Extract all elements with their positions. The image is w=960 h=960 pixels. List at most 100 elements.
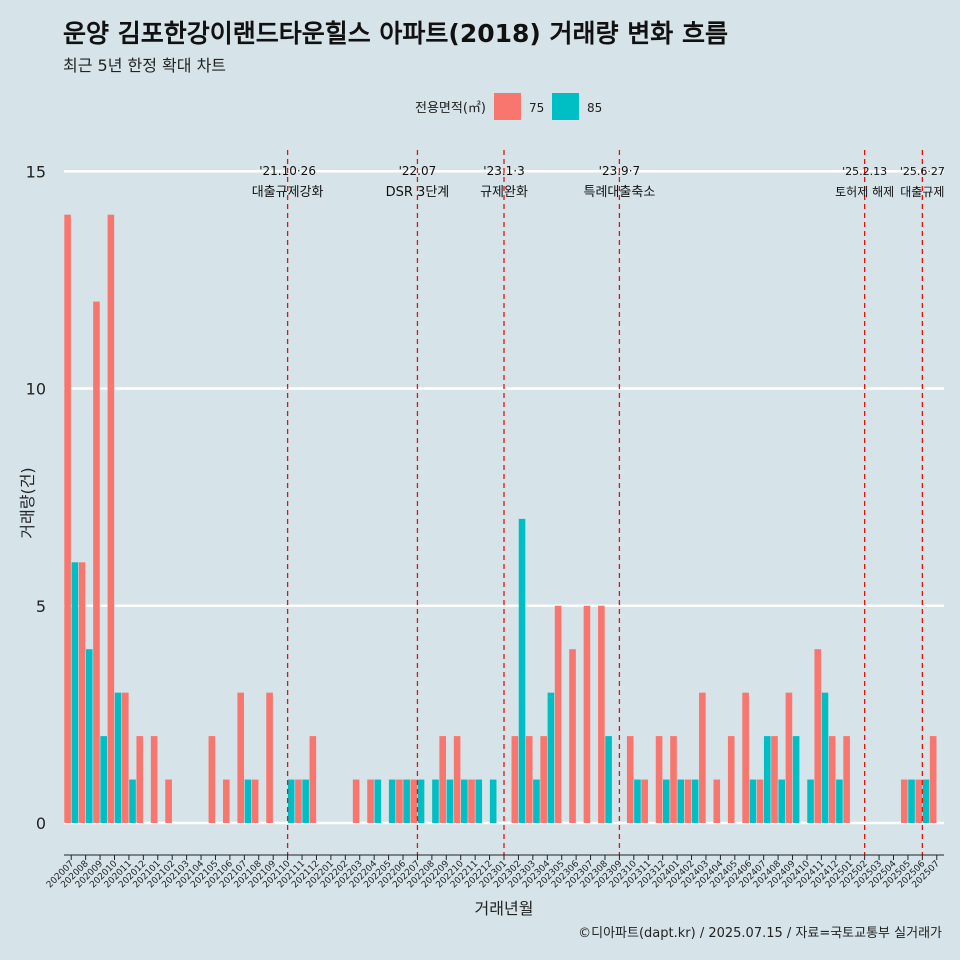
- bar-85-202107: [244, 779, 252, 823]
- y-tick-label-5: 5: [36, 597, 46, 616]
- bar-75-202211: [468, 779, 475, 823]
- bar-85-202312: [662, 779, 670, 823]
- bar-75-202310: [626, 736, 634, 823]
- bar-75-202203: [352, 779, 360, 823]
- chart-caption: ©디아파트(dapt.kr) / 2025.07.15 / 자료=국토교통부 실…: [578, 926, 942, 941]
- bar-75-202305: [554, 605, 562, 823]
- event-label-202110: 대출규제강화: [252, 185, 324, 200]
- y-axis-ticks: 0 5 10 15: [26, 162, 46, 833]
- bar-75-202011: [122, 692, 129, 823]
- event-date-202502: '25.2.13: [842, 165, 887, 178]
- bar-85-202209: [446, 779, 454, 823]
- bar-75-202406: [742, 692, 749, 823]
- bar-75-202404: [713, 779, 721, 823]
- bar-85-202204: [374, 779, 382, 823]
- event-lines: [286, 150, 924, 855]
- bar-75-202401: [670, 736, 677, 823]
- x-axis: 2020072020082020092020102020112020122021…: [45, 854, 944, 890]
- bar-85-202402: [691, 779, 699, 823]
- bar-75-202407: [756, 779, 764, 823]
- bar-85-202407: [763, 736, 771, 823]
- event-label-202506: 대출규제: [900, 185, 944, 199]
- bar-85-202412: [836, 779, 843, 823]
- bar-75-202108: [251, 779, 259, 823]
- legend: 전용면적(㎡) 75 85: [415, 93, 602, 120]
- legend-label-75: 75: [529, 101, 544, 115]
- event-date-202506: '25.6·27: [900, 165, 945, 178]
- bar-75-202302: [511, 736, 519, 823]
- bar-75-202501: [843, 736, 850, 823]
- bar-75-202506: [915, 779, 923, 823]
- bar-75-202308: [598, 605, 605, 823]
- event-date-202207: '22.07: [399, 164, 437, 178]
- bar-85-202506: [922, 779, 930, 823]
- bar-75-202107: [237, 692, 245, 823]
- bar-85-202207: [417, 779, 425, 823]
- bar-85-202308: [605, 736, 612, 823]
- bar-75-202311: [641, 779, 648, 823]
- bar-75-202111: [295, 779, 302, 823]
- bars: [64, 214, 937, 824]
- event-label-202309: 특례대출축소: [584, 185, 656, 200]
- bar-85-202303: [533, 779, 540, 823]
- bar-75-202012: [136, 736, 144, 823]
- bar-75-202312: [655, 736, 663, 823]
- bar-75-202306: [569, 649, 576, 823]
- bar-85-202409: [792, 736, 800, 823]
- bar-85-202310: [634, 779, 641, 823]
- bar-75-202204: [367, 779, 374, 823]
- bar-85-202408: [778, 779, 786, 823]
- bar-85-202406: [749, 779, 757, 823]
- y-tick-label-10: 10: [26, 380, 46, 399]
- legend-swatch-85: [552, 93, 579, 120]
- event-date-202301: '23.1·3: [483, 164, 524, 178]
- bar-85-202210: [461, 779, 468, 823]
- bar-85-202505: [908, 779, 915, 823]
- chart-subtitle: 최근 5년 한정 확대 차트: [63, 56, 227, 75]
- bar-75-202109: [266, 692, 273, 823]
- bar-75-202007: [64, 214, 71, 823]
- bar-75-202303: [525, 736, 533, 823]
- bar-75-202403: [699, 692, 706, 823]
- event-label-202301: 규제완화: [480, 185, 528, 200]
- event-label-202207: DSR 3단계: [386, 185, 450, 200]
- bar-85-202304: [547, 692, 555, 823]
- bar-75-202505: [901, 779, 908, 823]
- bar-85-202009: [100, 736, 107, 823]
- bar-75-202409: [785, 692, 793, 823]
- event-date-202309: '23.9·7: [599, 164, 640, 178]
- bar-85-202011: [129, 779, 136, 823]
- bar-75-202304: [540, 736, 547, 823]
- bar-75-202412: [828, 736, 836, 823]
- bar-75-202102: [165, 779, 172, 823]
- bar-75-202307: [583, 605, 591, 823]
- bar-75-202402: [684, 779, 692, 823]
- bar-75-202206: [396, 779, 403, 823]
- bar-75-202209: [439, 736, 446, 823]
- bar-75-202008: [78, 562, 86, 823]
- bar-85-202211: [475, 779, 483, 823]
- bar-85-202111: [302, 779, 309, 823]
- bar-75-202009: [93, 301, 100, 824]
- bar-75-202408: [771, 736, 778, 823]
- bar-75-202101: [150, 736, 158, 823]
- bar-85-202205: [388, 779, 396, 823]
- event-date-202110: '21.10·26: [259, 164, 316, 178]
- bar-75-202210: [453, 736, 461, 823]
- chart-title: 운양 김포한강이랜드타운힐스 아파트(2018) 거래량 변화 흐름: [63, 19, 728, 48]
- legend-label-85: 85: [587, 101, 602, 115]
- bar-85-202410: [807, 779, 814, 823]
- bar-75-202411: [814, 649, 822, 823]
- bar-85-202212: [489, 779, 497, 823]
- bar-85-202302: [518, 518, 526, 823]
- y-tick-label-15: 15: [26, 162, 46, 181]
- bar-75-202405: [727, 736, 735, 823]
- bar-85-202010: [114, 692, 122, 823]
- bar-75-202010: [107, 214, 115, 823]
- bar-85-202008: [85, 649, 93, 823]
- legend-title: 전용면적(㎡): [415, 101, 486, 116]
- bar-75-202507: [929, 736, 937, 823]
- x-axis-label: 거래년월: [475, 899, 534, 918]
- bar-85-202007: [71, 562, 79, 823]
- y-axis-label: 거래량(건): [18, 467, 37, 538]
